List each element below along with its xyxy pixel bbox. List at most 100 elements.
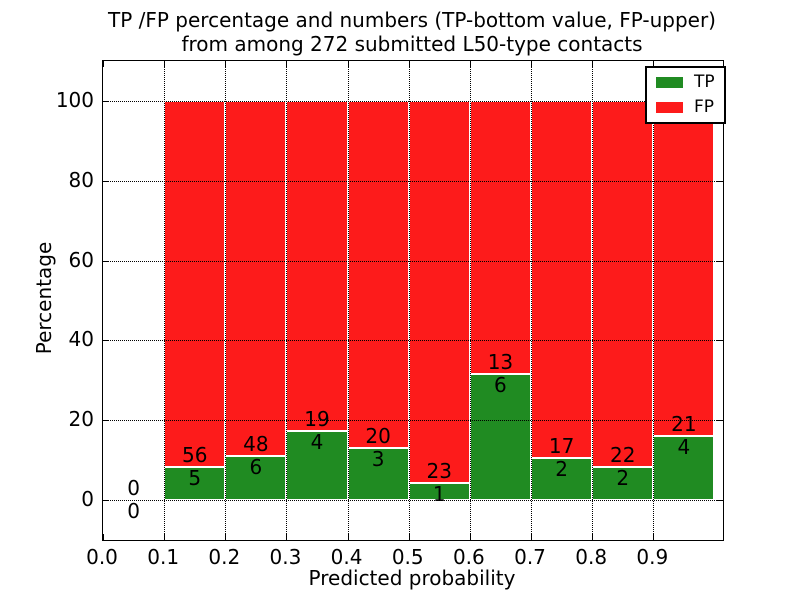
y-tick-mark [717, 500, 723, 502]
y-tick-mark [103, 500, 109, 502]
y-tick-mark [717, 180, 723, 182]
tp-count-label: 6 [494, 373, 507, 398]
bar-fp-segment [408, 100, 470, 484]
y-tick-label: 60 [68, 247, 94, 272]
bar-tp-segment [225, 455, 287, 501]
gridline-horizontal [103, 100, 723, 102]
gridline-vertical [347, 61, 349, 540]
y-tick-label: 0 [81, 487, 94, 512]
x-tick-mark [103, 534, 104, 540]
x-tick-mark [347, 534, 349, 540]
tp-count-label: 2 [616, 465, 630, 490]
fp-count-label: 17 [548, 434, 575, 459]
gridline-horizontal [103, 260, 723, 262]
x-tick-label: 0.1 [147, 545, 180, 569]
x-tick-mark [286, 534, 288, 540]
tp-count-label: 1 [432, 482, 446, 507]
tp-count-label: 5 [188, 466, 202, 491]
gridline-vertical [408, 61, 410, 540]
gridline-horizontal [103, 420, 723, 422]
fp-count-label: 23 [426, 459, 453, 484]
tp-count-label: 4 [310, 429, 324, 454]
bar-tp-segment [347, 448, 409, 501]
bar-fp-segment [225, 100, 287, 456]
gridline-horizontal [103, 340, 723, 342]
legend: TP FP [645, 66, 726, 124]
y-tick-mark [103, 100, 109, 102]
y-tick-mark [717, 260, 723, 262]
fp-count-label: 56 [181, 443, 208, 468]
x-tick-mark [531, 534, 532, 540]
x-axis-label: Predicted probability [308, 566, 516, 590]
gridline-vertical [164, 61, 166, 540]
tp-count-label: 6 [249, 454, 263, 479]
gridline-vertical [225, 61, 227, 540]
y-tick-mark [103, 180, 109, 182]
x-tick-mark [225, 534, 227, 540]
tp-count-label: 0 [127, 499, 140, 524]
x-tick-mark [103, 61, 104, 67]
fp-count-label: 21 [671, 412, 697, 437]
legend-item-tp: TP [656, 74, 715, 91]
gridline-horizontal [103, 500, 723, 502]
fp-count-label: 19 [304, 406, 330, 431]
legend-label-tp: TP [694, 72, 715, 92]
x-tick-mark [225, 61, 227, 67]
x-tick-mark [653, 61, 655, 67]
y-tick-label: 40 [68, 327, 94, 352]
x-tick-label: 0.8 [575, 545, 608, 569]
fp-count-label: 0 [127, 476, 140, 501]
fp-count-label: 13 [487, 350, 514, 375]
gridline-vertical [469, 61, 471, 540]
bar-fp-segment [469, 100, 531, 375]
bar-tp-segment [653, 436, 715, 501]
fp-count-label: 48 [243, 431, 269, 456]
bar-fp-segment [286, 100, 348, 431]
x-tick-mark [408, 534, 410, 540]
x-tick-label: 0.6 [452, 545, 485, 569]
bar-tp-segment [164, 467, 226, 501]
bar-fp-segment [164, 100, 226, 468]
x-tick-mark [164, 534, 166, 540]
x-tick-label: 0.7 [514, 545, 546, 569]
y-tick-mark [717, 420, 723, 422]
y-tick-mark [103, 260, 109, 262]
tp-count-label: 2 [555, 457, 568, 482]
x-tick-mark [469, 534, 471, 540]
legend-item-fp: FP [656, 99, 715, 116]
y-tick-label: 80 [68, 167, 94, 192]
y-tick-mark [103, 340, 109, 342]
x-tick-mark [286, 61, 288, 67]
gridline-horizontal [103, 180, 723, 182]
fp-color-swatch [656, 102, 683, 113]
chart-title-line1: TP /FP percentage and numbers (TP-bottom… [108, 8, 716, 32]
tp-color-swatch [656, 77, 683, 88]
x-tick-mark [653, 534, 655, 540]
plot-area: 0 0 56 5 48 6 19 4 20 3 23 1 13 6 17 2 22 2 21 4 [102, 60, 724, 541]
x-tick-mark [592, 61, 594, 67]
gridline-vertical [592, 61, 594, 540]
x-tick-mark [347, 61, 349, 67]
x-tick-mark [164, 61, 166, 67]
y-tick-label: 20 [68, 407, 94, 432]
x-tick-label: 0.3 [269, 545, 302, 569]
y-tick-mark [103, 420, 109, 422]
gridline-vertical [531, 61, 532, 540]
x-tick-label: 0.9 [636, 545, 669, 569]
legend-label-fp: FP [694, 97, 715, 117]
x-tick-mark [469, 61, 471, 67]
y-tick-mark [717, 340, 723, 342]
tp-count-label: 4 [677, 435, 691, 460]
x-tick-mark [408, 61, 410, 67]
gridline-vertical [653, 61, 655, 540]
bar-fp-segment [347, 100, 409, 449]
x-tick-mark [531, 61, 532, 67]
x-tick-label: 0.2 [208, 545, 241, 569]
tp-count-label: 3 [371, 447, 385, 472]
x-tick-label: 0.4 [330, 545, 363, 569]
bar-tp-segment [592, 466, 654, 501]
x-tick-mark [592, 534, 594, 540]
fp-count-label: 20 [365, 424, 391, 449]
bar-fp-segment [592, 100, 654, 467]
